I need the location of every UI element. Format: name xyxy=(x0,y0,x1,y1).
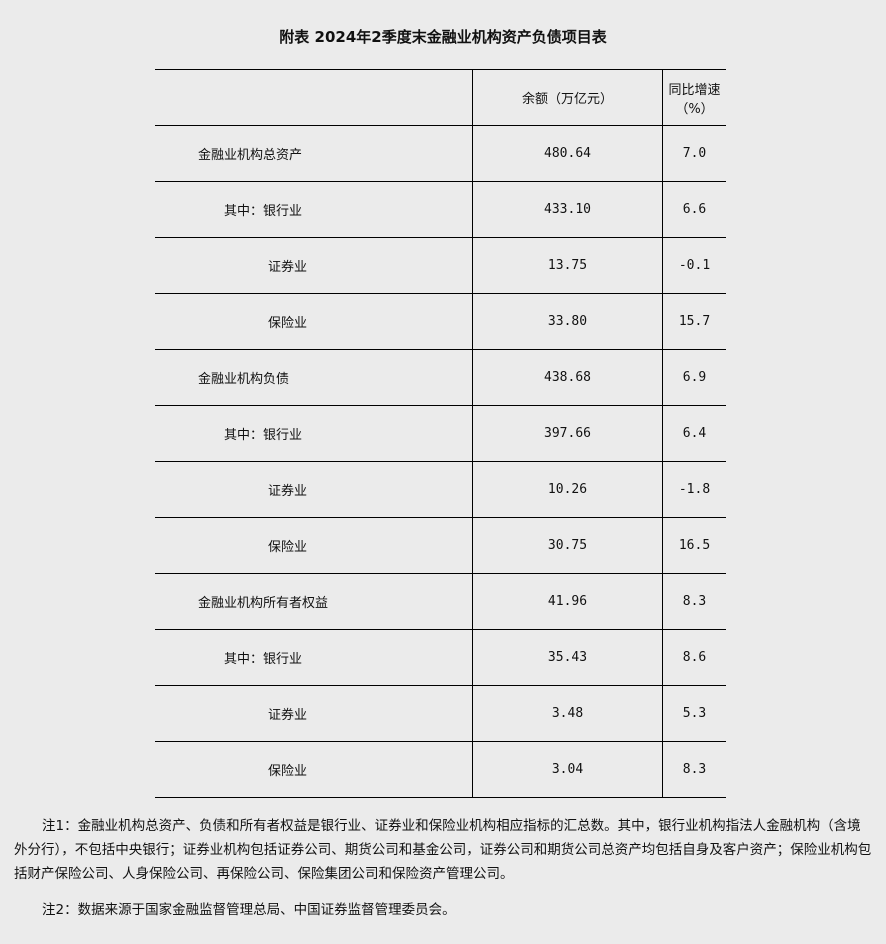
row-growth: 5.3 xyxy=(662,685,726,742)
row-label: 金融业机构负债 xyxy=(155,349,473,406)
row-amount: 3.04 xyxy=(472,741,663,798)
table-row: 金融业机构总资产 480.64 7.0 xyxy=(155,125,726,182)
table-row: 证券业 10.26 -1.8 xyxy=(155,461,726,518)
row-label: 保险业 xyxy=(155,517,473,574)
row-label: 其中：银行业 xyxy=(155,405,473,462)
row-growth: 6.9 xyxy=(662,349,726,406)
row-growth: 6.6 xyxy=(662,181,726,238)
table-header-row: 余额（万亿元） 同比增速（%） xyxy=(155,69,726,126)
row-amount: 3.48 xyxy=(472,685,663,742)
table-row: 保险业 33.80 15.7 xyxy=(155,293,726,350)
row-growth: 8.3 xyxy=(662,573,726,630)
row-amount: 13.75 xyxy=(472,237,663,294)
page-title: 附表 2024年2季度末金融业机构资产负债项目表 xyxy=(279,28,607,46)
header-growth: 同比增速（%） xyxy=(662,69,726,126)
row-amount: 30.75 xyxy=(472,517,663,574)
row-growth: 15.7 xyxy=(662,293,726,350)
row-growth: 8.3 xyxy=(662,741,726,798)
row-label: 金融业机构总资产 xyxy=(155,125,473,182)
table-row: 其中：银行业 35.43 8.6 xyxy=(155,629,726,686)
data-table: 余额（万亿元） 同比增速（%） 金融业机构总资产 480.64 7.0 其中：银行… xyxy=(155,69,726,798)
row-label: 金融业机构所有者权益 xyxy=(155,573,473,630)
header-blank xyxy=(155,69,473,126)
row-amount: 438.68 xyxy=(472,349,663,406)
row-growth: -0.1 xyxy=(662,237,726,294)
row-growth: 8.6 xyxy=(662,629,726,686)
row-label: 证券业 xyxy=(155,685,473,742)
row-amount: 10.26 xyxy=(472,461,663,518)
row-growth: 6.4 xyxy=(662,405,726,462)
row-label: 证券业 xyxy=(155,461,473,518)
header-amount: 余额（万亿元） xyxy=(472,69,663,126)
table-row: 其中：银行业 433.10 6.6 xyxy=(155,181,726,238)
row-amount: 35.43 xyxy=(472,629,663,686)
note-1: 注1：金融业机构总资产、负债和所有者权益是银行业、证券业和保险业机构相应指标的汇… xyxy=(14,818,872,882)
note-2: 注2：数据来源于国家金融监督管理总局、中国证券监督管理委员会。 xyxy=(42,902,456,918)
row-label: 其中：银行业 xyxy=(155,181,473,238)
row-label: 证券业 xyxy=(155,237,473,294)
table-row: 金融业机构所有者权益 41.96 8.3 xyxy=(155,573,726,630)
row-label: 其中：银行业 xyxy=(155,629,473,686)
table-row: 保险业 3.04 8.3 xyxy=(155,741,726,798)
row-label: 保险业 xyxy=(155,293,473,350)
notes: 注1：金融业机构总资产、负债和所有者权益是银行业、证券业和保险业机构相应指标的汇… xyxy=(14,814,874,934)
row-amount: 41.96 xyxy=(472,573,663,630)
table-row: 证券业 13.75 -0.1 xyxy=(155,237,726,294)
row-amount: 433.10 xyxy=(472,181,663,238)
table-row: 证券业 3.48 5.3 xyxy=(155,685,726,742)
row-label: 保险业 xyxy=(155,741,473,798)
table-row: 金融业机构负债 438.68 6.9 xyxy=(155,349,726,406)
row-amount: 480.64 xyxy=(472,125,663,182)
row-amount: 33.80 xyxy=(472,293,663,350)
row-amount: 397.66 xyxy=(472,405,663,462)
table-row: 保险业 30.75 16.5 xyxy=(155,517,726,574)
row-growth: 16.5 xyxy=(662,517,726,574)
table-row: 其中：银行业 397.66 6.4 xyxy=(155,405,726,462)
row-growth: 7.0 xyxy=(662,125,726,182)
row-growth: -1.8 xyxy=(662,461,726,518)
